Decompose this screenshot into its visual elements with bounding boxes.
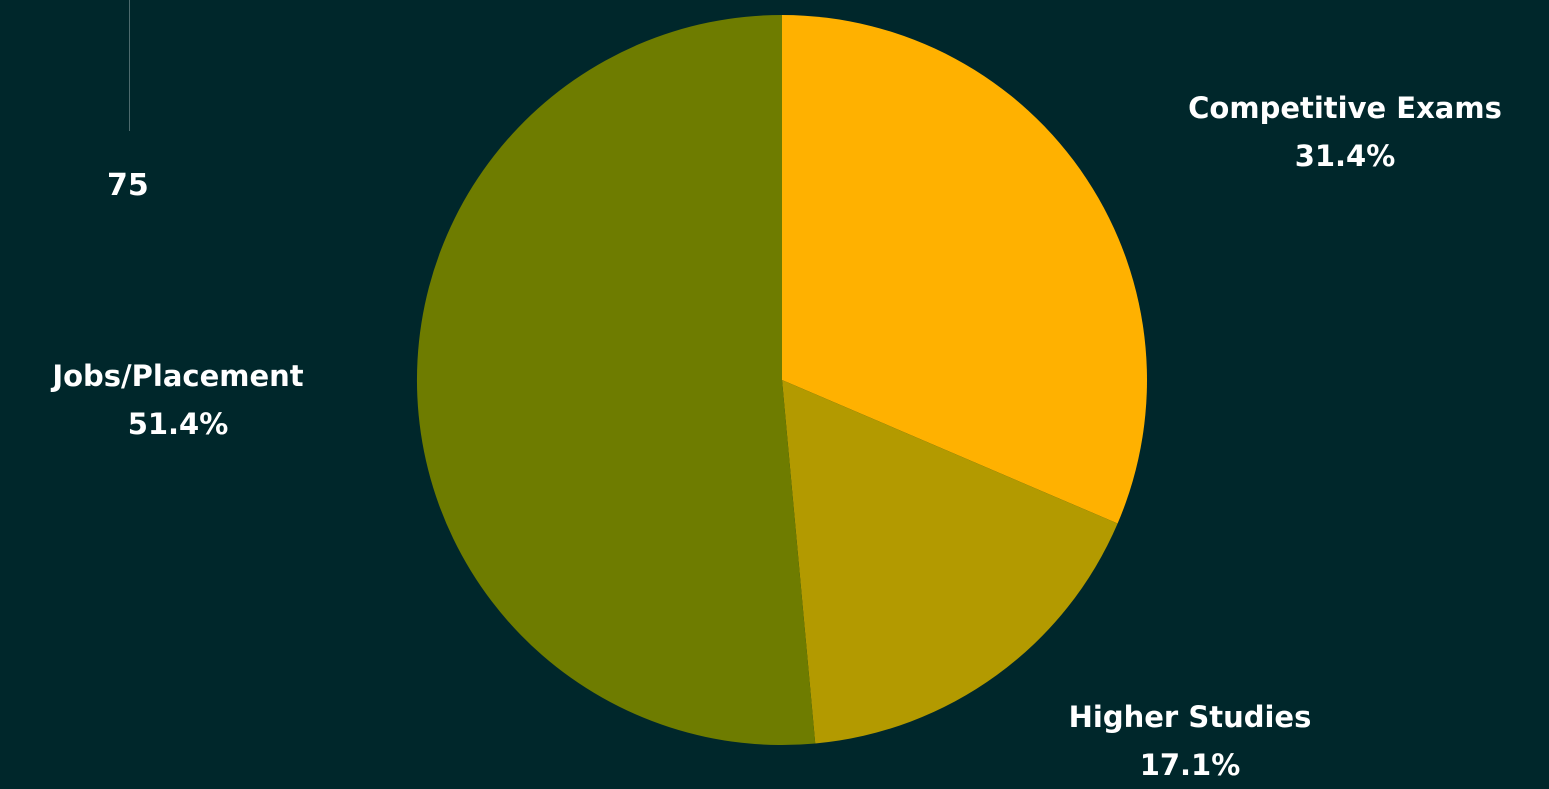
slice-percent-jobs-placement: 51.4% (128, 407, 229, 441)
pie-slice-jobs-placement (417, 15, 815, 745)
slice-percent-higher-studies: 17.1% (1140, 748, 1241, 782)
slice-percent-competitive-exams: 31.4% (1295, 139, 1396, 173)
slice-label-higher-studies: Higher Studies (1069, 700, 1312, 734)
slice-label-competitive-exams: Competitive Exams (1188, 91, 1502, 125)
slice-label-jobs-placement: Jobs/Placement (50, 359, 303, 393)
pie-slices (417, 15, 1147, 745)
